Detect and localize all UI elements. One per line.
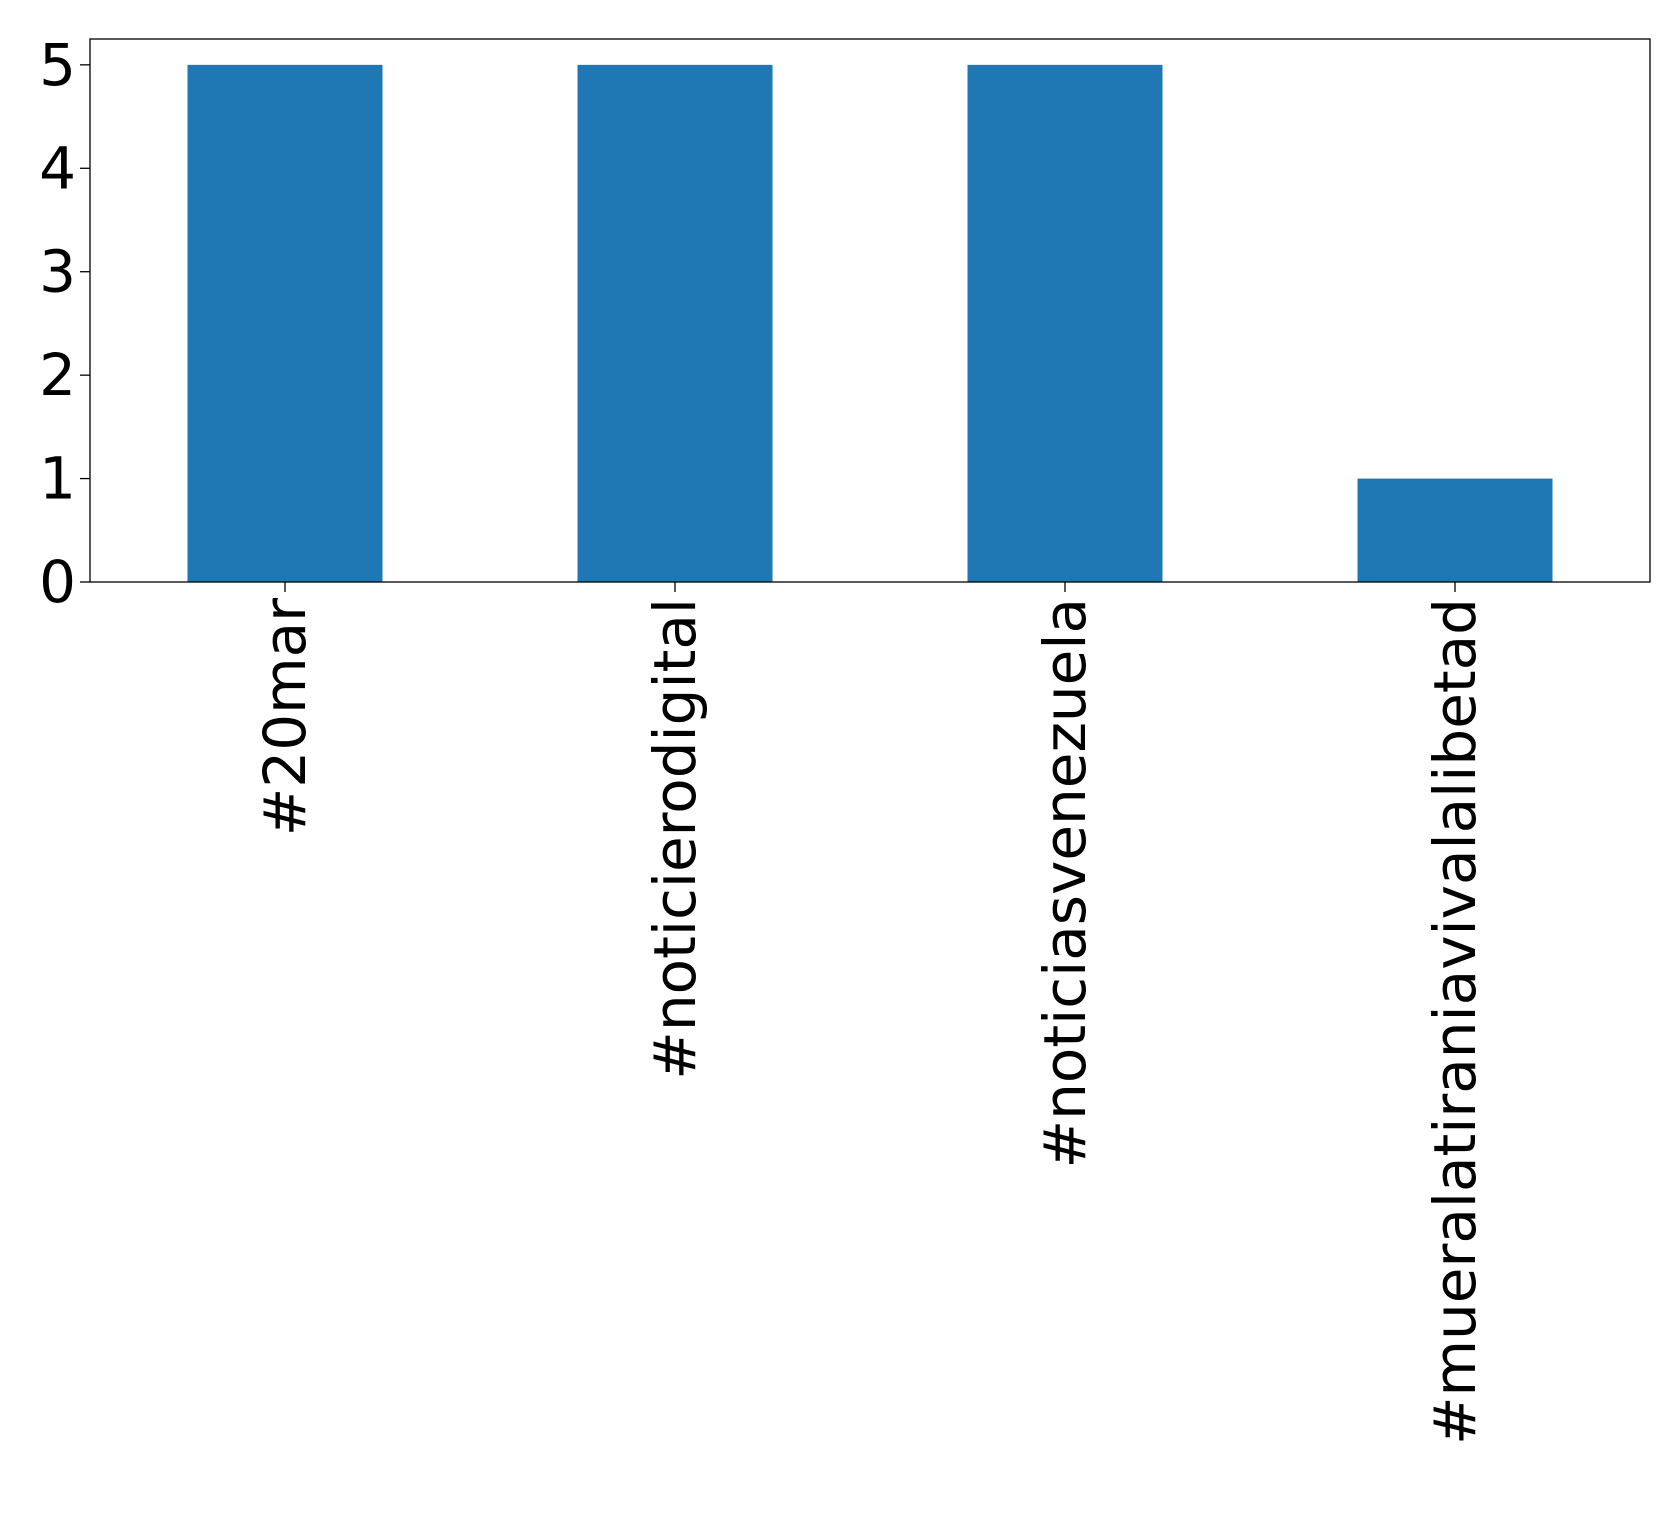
bar-0 [187,64,383,583]
bar-2 [967,64,1163,583]
bar-1 [577,64,773,583]
y-tick-label-5: 5 [39,31,76,99]
x-tick-label-1: #noticierodigital [641,598,709,1080]
y-axis: 0 1 2 3 4 5 [39,31,90,616]
plot-frame [89,38,1651,583]
x-tick-label-2: #noticiasvenezuela [1031,598,1099,1168]
x-tick-label-3: #mueralatiraniavivalalibetad [1421,598,1489,1445]
x-axis: #20mar #noticierodigital #noticiasvenezuel… [251,582,1489,1445]
y-tick-label-0: 0 [39,548,76,616]
y-tick-label-1: 1 [39,445,76,513]
y-tick-label-4: 4 [39,134,76,202]
bar-3 [1357,478,1553,582]
y-tick-label-3: 3 [39,238,76,306]
x-tick-label-0: #20mar [251,598,319,836]
bars-group [187,64,1553,583]
y-tick-label-2: 2 [39,341,76,409]
